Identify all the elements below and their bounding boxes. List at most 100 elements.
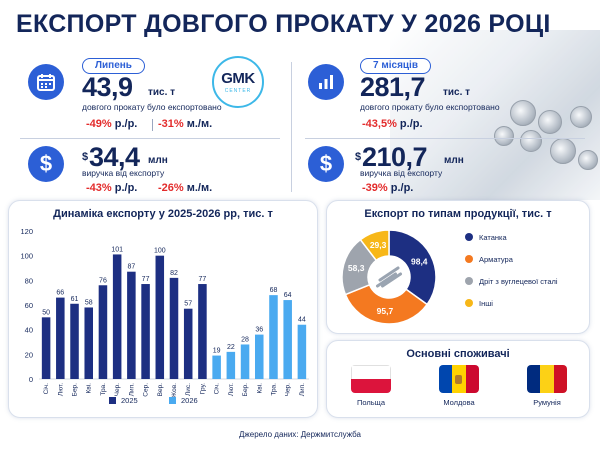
rebar-icon <box>376 272 397 288</box>
bar-value-label: 58 <box>85 299 93 306</box>
donut-chart: 98,4 95,7 58,3 29,3 Катанка Арматура Дріт з ву… <box>341 229 558 325</box>
bar-2026 <box>269 295 278 379</box>
left-revenue-currency: $ <box>82 151 89 163</box>
bar-value-label: 87 <box>127 264 135 271</box>
x-tick-label: Січ. <box>42 383 50 395</box>
bar-value-label: 66 <box>56 290 64 297</box>
y-tick-label: 40 <box>25 326 33 335</box>
bar-2025 <box>56 297 65 379</box>
y-tick-label: 20 <box>25 350 33 359</box>
legend-swatch <box>465 255 473 263</box>
gmk-center-logo: GMK CENTER <box>212 56 264 108</box>
legend-label: 2026 <box>181 396 198 405</box>
bar-value-label: 61 <box>71 296 79 303</box>
right-revenue-unit: млн <box>444 155 464 166</box>
pie-slice <box>359 229 390 262</box>
left-revenue-yoy: -43% р./р. <box>86 182 138 194</box>
source-note: Джерело даних: Держмитслужба <box>239 430 361 439</box>
x-tick-label: Лис. <box>185 383 192 396</box>
rebar-icon <box>381 272 402 288</box>
bar-value-label: 82 <box>170 270 178 277</box>
bar-value-label: 100 <box>154 248 166 255</box>
country-name: Польща <box>356 398 386 407</box>
left-volume-yoy: -49% р./р. <box>86 118 138 130</box>
rebar-icon <box>378 266 400 282</box>
bar-value-label: 76 <box>99 277 107 284</box>
pie-slice <box>388 229 437 306</box>
country-name: Румунія <box>533 398 561 407</box>
right-revenue-value: 210,7 <box>362 142 428 172</box>
pie-chart-title: Експорт по типам продукції, тис. т <box>364 208 552 220</box>
x-tick-label: Тра. <box>270 383 277 396</box>
x-tick-label: Чер. <box>114 383 121 397</box>
pie-value-label: 98,4 <box>411 256 428 266</box>
left-revenue-value: 34,4 <box>89 142 140 172</box>
y-tick-label: 60 <box>25 301 33 310</box>
divider <box>152 119 153 131</box>
x-tick-label: Кві. <box>85 383 93 394</box>
x-tick-label: Бер. <box>72 383 79 396</box>
left-volume-mom: -31% м./м. <box>158 118 213 130</box>
bar-value-label: 22 <box>227 344 235 351</box>
bar-chart-icon <box>308 64 344 100</box>
bar-2025 <box>84 307 93 379</box>
right-revenue-currency: $ <box>355 151 362 163</box>
bar-2025 <box>141 284 150 379</box>
legend-swatch-2026 <box>169 397 176 404</box>
pie-chart-panel: Експорт по типам продукції, тис. т 98,4 9… <box>326 200 590 334</box>
pie-value-label: 29,3 <box>370 240 387 250</box>
y-tick-label: 80 <box>25 276 33 285</box>
x-tick-label: Жов. <box>171 383 178 398</box>
legend-swatch <box>465 277 473 285</box>
bar-value-label: 44 <box>298 317 306 324</box>
right-volume-unit: тис. т <box>443 87 471 98</box>
consumers-panel: Основні споживачі Польща Молдова Румунія <box>326 340 590 418</box>
x-tick-label: Лют. <box>228 383 235 396</box>
bar-2026 <box>283 300 292 379</box>
bar-2026 <box>297 324 307 379</box>
legend-label: Катанка <box>479 233 507 242</box>
y-tick-label: 100 <box>20 252 33 261</box>
bar-2026 <box>255 334 264 379</box>
bar-2026 <box>212 355 221 379</box>
dollar-icon: $ <box>28 146 64 182</box>
bar-chart-panel: Динаміка експорту у 2025-2026 рр, тис. т… <box>8 200 318 418</box>
period-pill-left: Липень <box>82 58 145 74</box>
bar-2025 <box>155 255 165 379</box>
bar-value-label: 68 <box>270 287 278 294</box>
bar-2025 <box>112 254 122 379</box>
legend-label: Інші <box>479 299 493 308</box>
right-volume-desc: довгого прокату було експортовано <box>360 102 500 112</box>
romania-flag-icon <box>527 365 567 393</box>
bar-value-label: 57 <box>184 301 192 308</box>
bar-2025 <box>41 317 51 379</box>
bar-2025 <box>127 271 136 379</box>
right-revenue-desc: виручка від експорту <box>360 168 443 178</box>
right-volume-yoy: -43,5% р./р. <box>362 118 423 130</box>
bar-2025 <box>183 308 193 379</box>
country-name: Молдова <box>443 398 475 407</box>
bar-value-label: 50 <box>42 309 50 316</box>
x-tick-label: Кві. <box>255 383 263 394</box>
x-tick-label: Тра. <box>100 383 107 396</box>
pie-value-label: 95,7 <box>377 306 394 316</box>
bar-value-label: 77 <box>142 276 150 283</box>
left-revenue-unit: млн <box>148 155 168 166</box>
poland-flag-icon <box>351 365 391 393</box>
divider <box>291 62 292 192</box>
legend-label: Дріт з вуглецевої сталі <box>479 277 558 286</box>
legend-label: Арматура <box>479 255 514 264</box>
x-tick-label: Гру. <box>199 383 206 394</box>
period-pill-right: 7 місяців <box>360 58 431 74</box>
x-tick-label: Сер. <box>143 383 150 397</box>
left-volume-value: 43,9 <box>82 72 133 102</box>
bar-value-label: 19 <box>213 348 221 355</box>
bar-2026 <box>240 344 250 379</box>
x-tick-label: Січ. <box>213 383 221 395</box>
bar-2025 <box>198 284 207 379</box>
pie-value-label: 58,3 <box>348 263 365 273</box>
x-tick-label: Вер. <box>157 383 164 397</box>
moldova-flag-icon <box>439 365 479 393</box>
bar-2025 <box>169 277 179 379</box>
legend-label: 2025 <box>121 396 138 405</box>
